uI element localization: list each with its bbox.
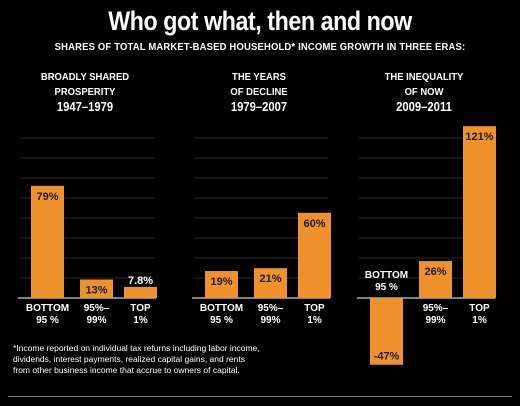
bar-label-1-3: 7.8% <box>128 275 153 287</box>
category-label-3-3: TOP <box>469 303 490 314</box>
category-label-3-3-line2: 1% <box>472 315 487 326</box>
bottom-rule <box>8 396 512 397</box>
chart-title: Who got what, then and now <box>108 6 412 36</box>
bar-3-2 <box>419 261 452 298</box>
era-title-2-line1: THE YEARS <box>232 71 286 83</box>
era-title-2-line2: OF DECLINE <box>230 86 288 98</box>
chart-subtitle: SHARES OF TOTAL MARKET-BASED HOUSEHOLD* … <box>54 41 466 53</box>
category-label-2-3-line2: 1% <box>307 315 322 326</box>
bar-label-2-3: 60% <box>303 218 325 230</box>
category-label-2-2: 95%– <box>258 303 284 314</box>
era-title-3-line2: OF NOW <box>404 86 444 98</box>
bar-3-1 <box>370 298 403 365</box>
bar-label-3-2: 26% <box>424 266 446 278</box>
era-title-3-years: 2009–2011 <box>396 100 452 114</box>
era-title-1-line1: BROADLY SHARED <box>40 71 130 83</box>
category-label-1-3: TOP <box>130 303 151 314</box>
bar-label-1-1: 79% <box>36 191 58 203</box>
category-label-2-2-line2: 99% <box>260 315 280 326</box>
era-title-1-line2: PROSPERITY <box>54 86 116 98</box>
bar-label-2-1: 19% <box>210 276 232 288</box>
bar-1-3 <box>124 286 157 298</box>
bar-3-3 <box>463 126 496 299</box>
category-label-2-1: BOTTOM <box>200 303 243 314</box>
bar-2-2 <box>254 268 287 298</box>
bar-1-1 <box>31 185 64 298</box>
category-label-3-1-line2: 95 % <box>375 282 398 293</box>
era-title-1-years: 1947–1979 <box>56 100 114 114</box>
category-label-2-1-line2: 95 % <box>210 315 233 326</box>
era-title-1: BROADLY SHARED PROSPERITY 1947–1979 <box>18 70 153 115</box>
bar-2-3 <box>298 212 331 298</box>
footnote: *Income reported on individual tax retur… <box>13 343 260 375</box>
era-title-3-line1: THE INEQUALITY <box>384 71 464 83</box>
bar-label-1-2: 13% <box>85 285 107 297</box>
category-label-3-2-line2: 99% <box>425 315 445 326</box>
era-title-2: THE YEARS OF DECLINE 1979–2007 <box>192 70 327 115</box>
bar-label-3-1: -47% <box>374 351 400 363</box>
bar-label-2-2: 21% <box>259 273 281 285</box>
category-label-1-1: BOTTOM <box>26 303 69 314</box>
category-label-1-2-line2: 99% <box>86 315 106 326</box>
category-label-1-3-line2: 1% <box>133 315 148 326</box>
category-label-1-1-line2: 95 % <box>36 315 59 326</box>
bar-label-3-3: 121% <box>465 131 493 143</box>
category-label-3-1: BOTTOM <box>365 270 408 281</box>
era-title-2-years: 1979–2007 <box>230 100 288 114</box>
era-title-3: THE INEQUALITY OF NOW 2009–2011 <box>357 70 492 115</box>
bar-1-2 <box>80 279 113 298</box>
category-label-3-2: 95%– <box>423 303 449 314</box>
category-label-2-3: TOP <box>304 303 325 314</box>
bar-2-1 <box>205 271 238 298</box>
category-label-1-2: 95%– <box>84 303 110 314</box>
